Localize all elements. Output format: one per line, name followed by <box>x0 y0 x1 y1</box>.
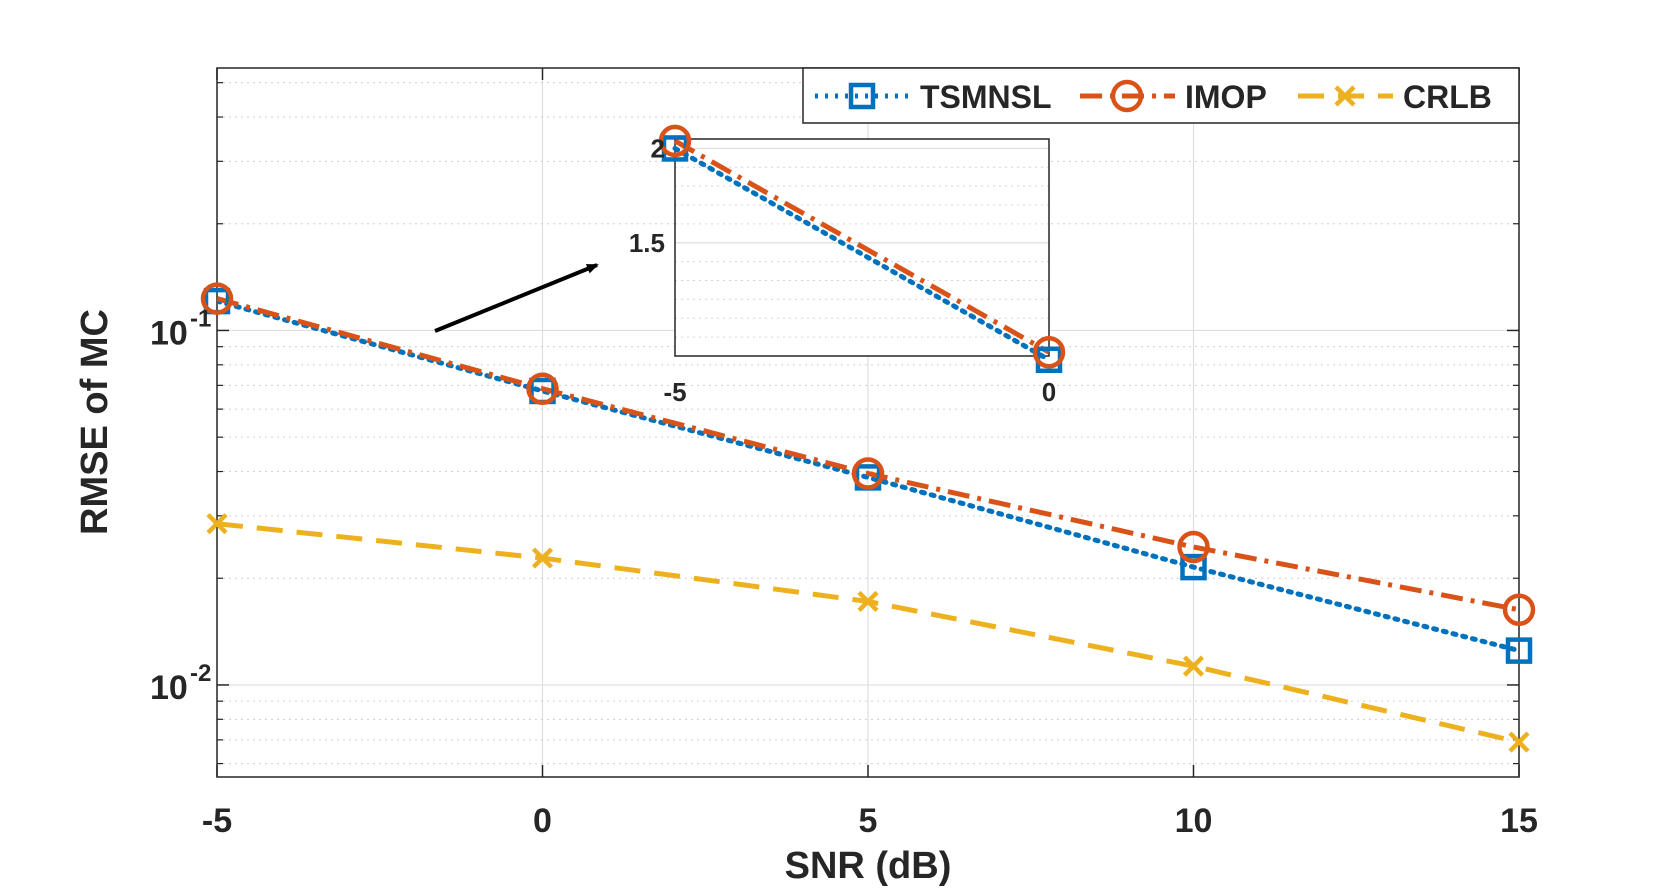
legend-label: CRLB <box>1403 79 1492 115</box>
circle-marker <box>851 457 885 490</box>
legend-item-tsmnsl: TSMNSL <box>815 79 1052 115</box>
circle-marker <box>200 282 234 315</box>
inset-markers <box>658 124 1066 374</box>
circle-marker <box>526 372 559 405</box>
y-tick-label-base: 10 <box>150 314 188 352</box>
x-tick-label: 5 <box>859 802 878 840</box>
y-tick-label-exponent: -1 <box>190 305 211 332</box>
main-markers <box>200 282 1536 753</box>
legend-label: TSMNSL <box>920 79 1052 115</box>
legend-item-imop: IMOP <box>1080 79 1267 115</box>
legend-label: IMOP <box>1185 79 1267 115</box>
circle-marker <box>1502 593 1536 626</box>
inset-line-imop <box>673 138 1051 355</box>
series-line-imop <box>217 296 1519 613</box>
x-tick-label: 15 <box>1500 802 1538 840</box>
inset-x-tick-label: -5 <box>663 377 686 407</box>
inset-x-tick-label: 0 <box>1042 377 1056 407</box>
x-marker <box>531 547 554 569</box>
x-marker-stroke <box>206 513 228 535</box>
y-tick-label-base: 10 <box>150 669 188 707</box>
inset-grid <box>675 147 1049 338</box>
inset-plot: 1.5 2 -5 0 <box>629 124 1066 407</box>
inset-y-tick-label: 2 <box>651 133 665 163</box>
x-marker <box>206 513 228 535</box>
y-tick-label: 10 -2 <box>150 660 211 707</box>
y-axis-label: RMSE of MC <box>74 309 116 535</box>
legend: TSMNSL IMOP CRLB <box>802 67 1520 124</box>
x-marker-stroke <box>857 590 879 613</box>
circle-marker <box>1032 335 1066 369</box>
x-marker <box>1508 731 1530 753</box>
x-marker <box>857 590 879 613</box>
x-tick-label: -5 <box>202 802 232 840</box>
circle-marker <box>1110 79 1144 113</box>
circle-marker <box>1177 530 1210 564</box>
y-tick-label-exponent: -2 <box>190 660 211 687</box>
inset-y-tick-label: 1.5 <box>629 228 665 258</box>
inset-tick-labels: 1.5 2 -5 0 <box>629 133 1056 407</box>
zoom-arrow <box>434 263 599 333</box>
x-marker <box>1334 85 1356 107</box>
x-tick-label: 0 <box>533 802 552 840</box>
inset-series <box>672 138 1052 363</box>
x-marker-stroke <box>1508 731 1530 753</box>
square-marker <box>1180 553 1207 581</box>
x-axis-label: SNR (dB) <box>785 845 952 887</box>
main-grid <box>216 68 1520 777</box>
inset-frame <box>674 138 1050 357</box>
inset-line-tsmnsl <box>672 145 1052 363</box>
x-marker-stroke <box>531 547 554 569</box>
x-marker <box>1182 655 1205 677</box>
legend-item-crlb: CRLB <box>1298 79 1492 115</box>
square-marker <box>848 82 876 110</box>
x-tick-label: 10 <box>1175 802 1213 840</box>
square-marker <box>1505 637 1533 664</box>
legend-box <box>802 67 1520 124</box>
y-tick-label: 10 -1 <box>150 305 211 352</box>
circle-marker <box>658 124 692 158</box>
x-marker-stroke <box>1182 655 1205 677</box>
x-marker-stroke <box>1334 85 1356 107</box>
